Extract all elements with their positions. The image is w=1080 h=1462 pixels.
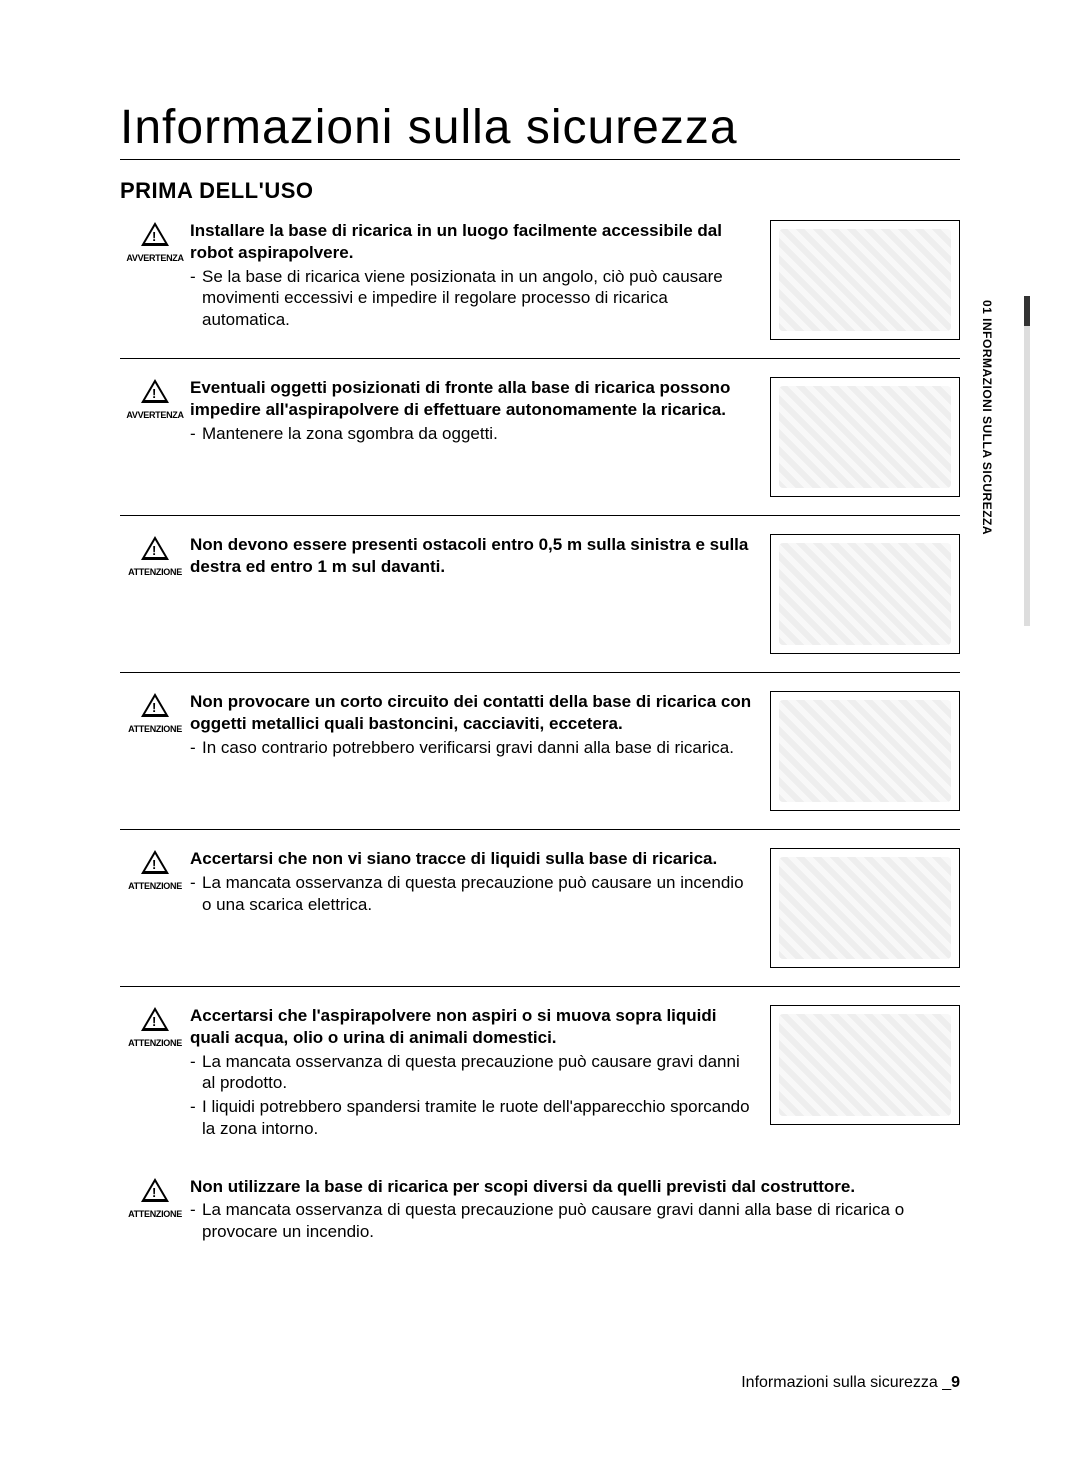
warning-exclamation: ! <box>152 386 156 401</box>
illustration-box <box>770 848 960 968</box>
side-tab-bar-light <box>1024 296 1030 626</box>
illustration-box <box>770 534 960 654</box>
item-sub-line: - I liquidi potrebbero spandersi tramite… <box>190 1096 756 1140</box>
item-sub-text: Se la base di ricarica viene posizionata… <box>202 266 756 331</box>
item-text: Non devono essere presenti ostacoli entr… <box>190 534 770 654</box>
illustration-box <box>770 220 960 340</box>
item-bold-text: Non utilizzare la base di ricarica per s… <box>190 1176 946 1198</box>
page-footer: Informazioni sulla sicurezza _9 <box>741 1374 960 1392</box>
item-text: Accertarsi che l'aspirapolvere non aspir… <box>190 1005 770 1140</box>
section-heading: PRIMA DELL'USO <box>120 178 960 204</box>
warning-icon: ! <box>141 693 169 717</box>
warning-icon: ! <box>141 850 169 874</box>
warning-column: ! ATTENZIONE <box>120 1005 190 1140</box>
safety-item: ! ATTENZIONEAccertarsi che l'aspirapolver… <box>120 1005 960 1158</box>
item-sub-line: - Se la base di ricarica viene posiziona… <box>190 266 756 331</box>
chapter-side-tab: 01 INFORMAZIONI SULLA SICUREZZA <box>980 296 1020 626</box>
safety-item: ! AVVERTENZAEventuali oggetti posizionati… <box>120 377 960 516</box>
warning-label: ATTENZIONE <box>120 881 190 891</box>
warning-exclamation: ! <box>152 1185 156 1200</box>
dash-icon: - <box>190 1051 202 1095</box>
warning-label: ATTENZIONE <box>120 724 190 734</box>
item-sub-text: I liquidi potrebbero spandersi tramite l… <box>202 1096 756 1140</box>
warning-exclamation: ! <box>152 1014 156 1029</box>
illustration-placeholder <box>779 1014 951 1116</box>
item-text: Eventuali oggetti posizionati di fronte … <box>190 377 770 497</box>
dash-icon: - <box>190 266 202 331</box>
illustration-placeholder <box>779 543 951 645</box>
dash-icon: - <box>190 737 202 759</box>
item-bold-text: Installare la base di ricarica in un luo… <box>190 220 756 264</box>
dash-icon: - <box>190 1199 202 1243</box>
warning-label: ATTENZIONE <box>120 1038 190 1048</box>
footer-text: Informazioni sulla sicurezza _ <box>741 1374 951 1391</box>
safety-item: ! ATTENZIONE Accertarsi che non vi siano t… <box>120 848 960 987</box>
safety-item: ! ATTENZIONENon devono essere presenti os… <box>120 534 960 673</box>
warning-icon: ! <box>141 1178 169 1202</box>
item-sub-line: - La mancata osservanza di questa precau… <box>190 1051 756 1095</box>
item-sub-line: - La mancata osservanza di questa precau… <box>190 872 756 916</box>
item-bold-text: Accertarsi che l'aspirapolvere non aspir… <box>190 1005 756 1049</box>
warning-label: AVVERTENZA <box>120 253 190 263</box>
item-bold-text: Eventuali oggetti posizionati di fronte … <box>190 377 756 421</box>
item-sub-text: La mancata osservanza di questa precauzi… <box>202 1051 756 1095</box>
illustration-placeholder <box>779 386 951 488</box>
item-sub-text: Mantenere la zona sgombra da oggetti. <box>202 423 498 445</box>
dash-icon: - <box>190 1096 202 1140</box>
items-container: !AVVERTENZAInstallare la base di ricaric… <box>120 220 960 1261</box>
item-text: Non provocare un corto circuito dei cont… <box>190 691 770 811</box>
warning-exclamation: ! <box>152 857 156 872</box>
side-tab-label: 01 INFORMAZIONI SULLA SICUREZZA <box>980 296 994 626</box>
warning-exclamation: ! <box>152 229 156 244</box>
item-bold-text: Non devono essere presenti ostacoli entr… <box>190 534 756 578</box>
item-sub-line: - Mantenere la zona sgombra da oggetti. <box>190 423 756 445</box>
item-sub-text: In caso contrario potrebbero verificarsi… <box>202 737 734 759</box>
item-sub-line: - La mancata osservanza di questa precau… <box>190 1199 946 1243</box>
dash-icon: - <box>190 872 202 916</box>
warning-label: AVVERTENZA <box>120 410 190 420</box>
page: Informazioni sulla sicurezza PRIMA DELL'… <box>0 0 1080 1339</box>
warning-column: ! AVVERTENZA <box>120 220 190 340</box>
warning-icon: ! <box>141 379 169 403</box>
warning-column: ! ATTENZIONE <box>120 1176 190 1243</box>
item-bold-text: Accertarsi che non vi siano tracce di li… <box>190 848 756 870</box>
illustration-box <box>770 1005 960 1125</box>
item-text: Installare la base di ricarica in un luo… <box>190 220 770 340</box>
item-text: Non utilizzare la base di ricarica per s… <box>190 1176 960 1243</box>
page-title: Informazioni sulla sicurezza <box>120 100 960 160</box>
warning-column: ! ATTENZIONE <box>120 534 190 654</box>
item-sub-text: La mancata osservanza di questa precauzi… <box>202 1199 946 1243</box>
footer-page-number: 9 <box>951 1374 960 1391</box>
safety-item: ! ATTENZIONENon provocare un corto circui… <box>120 691 960 830</box>
illustration-placeholder <box>779 700 951 802</box>
warning-column: ! ATTENZIONE <box>120 848 190 968</box>
item-text: Accertarsi che non vi siano tracce di li… <box>190 848 770 968</box>
warning-column: ! AVVERTENZA <box>120 377 190 497</box>
warning-exclamation: ! <box>152 543 156 558</box>
illustration-box <box>770 377 960 497</box>
dash-icon: - <box>190 423 202 445</box>
side-tab-bar-dark <box>1024 296 1030 326</box>
warning-label: ATTENZIONE <box>120 1209 190 1219</box>
warning-icon: ! <box>141 222 169 246</box>
warning-icon: ! <box>141 1007 169 1031</box>
safety-item: ! AVVERTENZAInstallare la base di ricaric… <box>120 220 960 359</box>
safety-item: ! ATTENZIONE Non utilizzare la base di ric… <box>120 1176 960 1261</box>
warning-column: ! ATTENZIONE <box>120 691 190 811</box>
item-sub-text: La mancata osservanza di questa precauzi… <box>202 872 756 916</box>
warning-icon: ! <box>141 536 169 560</box>
illustration-placeholder <box>779 229 951 331</box>
warning-exclamation: ! <box>152 700 156 715</box>
warning-label: ATTENZIONE <box>120 567 190 577</box>
illustration-box <box>770 691 960 811</box>
item-bold-text: Non provocare un corto circuito dei cont… <box>190 691 756 735</box>
item-sub-line: - In caso contrario potrebbero verificar… <box>190 737 756 759</box>
illustration-placeholder <box>779 857 951 959</box>
